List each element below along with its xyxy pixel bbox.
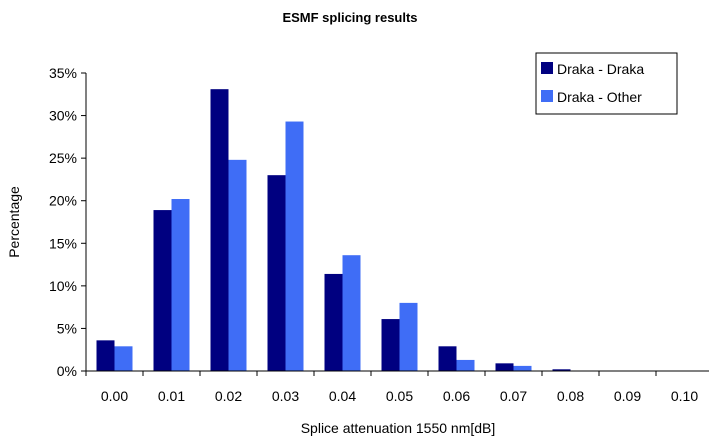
legend-label: Draka - Draka bbox=[557, 61, 644, 77]
bar bbox=[552, 369, 571, 371]
bar bbox=[153, 210, 172, 371]
y-axis-ticks: 0% 5% 10% 15% 20% 25% 30% 35% bbox=[49, 65, 86, 379]
y-tick-label: 15% bbox=[49, 235, 77, 251]
bar bbox=[495, 363, 514, 371]
x-tick-label: 0.01 bbox=[158, 388, 185, 404]
y-tick-label: 25% bbox=[49, 150, 77, 166]
bar bbox=[381, 319, 400, 371]
legend-label: Draka - Other bbox=[557, 89, 642, 105]
bar bbox=[513, 365, 532, 371]
x-tick-label: 0.07 bbox=[500, 388, 527, 404]
x-axis-label: Splice attenuation 1550 nm[dB] bbox=[301, 420, 496, 436]
legend: Draka - Draka Draka - Other bbox=[535, 52, 678, 115]
y-tick-label: 5% bbox=[57, 320, 77, 336]
bar bbox=[324, 273, 343, 371]
bar bbox=[210, 89, 229, 372]
x-tick-label: 0.00 bbox=[101, 388, 128, 404]
x-tick-label: 0.02 bbox=[215, 388, 242, 404]
legend-swatch bbox=[541, 90, 553, 102]
bars bbox=[96, 89, 571, 372]
x-tick-label: 0.10 bbox=[671, 388, 698, 404]
legend-box bbox=[535, 52, 678, 115]
legend-swatch bbox=[541, 62, 553, 74]
x-tick-label: 0.06 bbox=[443, 388, 470, 404]
bar bbox=[456, 359, 475, 371]
bar bbox=[399, 302, 418, 371]
y-tick-label: 10% bbox=[49, 278, 77, 294]
x-axis-ticks: 0.00 0.01 0.02 0.03 0.04 0.05 0.06 0.07 0.08 0.09… bbox=[85, 371, 698, 404]
chart-title: ESMF splicing results bbox=[282, 10, 417, 25]
bar bbox=[171, 199, 190, 371]
x-tick-label: 0.04 bbox=[329, 388, 356, 404]
bar bbox=[267, 175, 286, 371]
y-tick-label: 35% bbox=[49, 65, 77, 81]
y-tick-label: 30% bbox=[49, 108, 77, 124]
bar bbox=[114, 346, 133, 371]
y-axis-label: Percentage bbox=[6, 186, 22, 258]
x-tick-label: 0.03 bbox=[272, 388, 299, 404]
y-tick-label: 20% bbox=[49, 193, 77, 209]
bar bbox=[438, 346, 457, 371]
bar bbox=[285, 121, 304, 371]
x-tick-label: 0.09 bbox=[614, 388, 641, 404]
y-tick-label: 0% bbox=[57, 363, 77, 379]
bar bbox=[342, 255, 361, 371]
bar bbox=[96, 340, 115, 371]
x-tick-label: 0.08 bbox=[557, 388, 584, 404]
bar bbox=[228, 159, 247, 371]
x-tick-label: 0.05 bbox=[386, 388, 413, 404]
